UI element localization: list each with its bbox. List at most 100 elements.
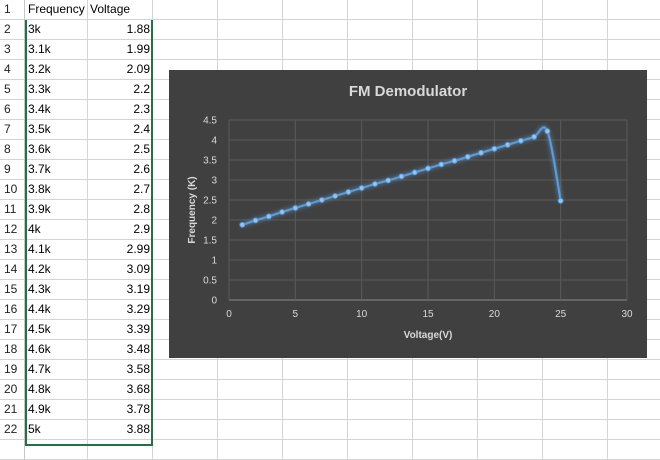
cell-voltage[interactable]: 2.4	[88, 120, 153, 140]
cell-frequency[interactable]: 4.1k	[25, 240, 88, 260]
row-header[interactable]: 3	[0, 40, 25, 60]
empty-cell[interactable]	[413, 380, 478, 400]
cell-frequency[interactable]: 4.9k	[25, 400, 88, 420]
empty-cell[interactable]	[153, 380, 218, 400]
cell-frequency[interactable]: 4.2k	[25, 260, 88, 280]
row-header[interactable]: 22	[0, 420, 25, 440]
cell-voltage[interactable]: 2.6	[88, 160, 153, 180]
cell-voltage[interactable]: 1.88	[88, 20, 153, 40]
cell-frequency[interactable]: 4.4k	[25, 300, 88, 320]
empty-cell[interactable]	[153, 40, 218, 60]
empty-cell[interactable]	[413, 440, 478, 460]
row-header[interactable]: 16	[0, 300, 25, 320]
empty-cell[interactable]	[283, 40, 348, 60]
empty-cell[interactable]	[153, 360, 218, 380]
empty-cell[interactable]	[413, 420, 478, 440]
empty-cell[interactable]	[218, 40, 283, 60]
empty-cell[interactable]	[608, 340, 660, 360]
empty-cell[interactable]	[218, 420, 283, 440]
cell-voltage[interactable]: 2.2	[88, 80, 153, 100]
cell-frequency[interactable]: 4.6k	[25, 340, 88, 360]
row-header[interactable]: 5	[0, 80, 25, 100]
empty-cell[interactable]	[543, 20, 608, 40]
row-header[interactable]: 11	[0, 200, 25, 220]
empty-cell[interactable]	[153, 400, 218, 420]
cell-frequency[interactable]: 4.3k	[25, 280, 88, 300]
row-header[interactable]: 15	[0, 280, 25, 300]
empty-cell[interactable]	[608, 360, 660, 380]
empty-cell[interactable]	[283, 360, 348, 380]
empty-cell[interactable]	[218, 360, 283, 380]
empty-cell[interactable]	[348, 440, 413, 460]
row-header[interactable]: 6	[0, 100, 25, 120]
row-header[interactable]: 8	[0, 140, 25, 160]
empty-cell[interactable]	[348, 400, 413, 420]
empty-cell[interactable]	[348, 420, 413, 440]
cell-voltage[interactable]: 2.09	[88, 60, 153, 80]
cell-voltage[interactable]: 3.39	[88, 320, 153, 340]
header-cell-voltage[interactable]: Voltage	[88, 0, 153, 20]
empty-cell[interactable]	[543, 420, 608, 440]
cell-voltage[interactable]: 3.78	[88, 400, 153, 420]
cell-frequency[interactable]: 3.7k	[25, 160, 88, 180]
row-header[interactable]: 7	[0, 120, 25, 140]
empty-cell[interactable]	[218, 20, 283, 40]
empty-cell[interactable]	[283, 420, 348, 440]
empty-cell[interactable]	[478, 0, 543, 20]
empty-cell[interactable]	[543, 400, 608, 420]
row-header[interactable]: 12	[0, 220, 25, 240]
empty-cell[interactable]	[348, 0, 413, 20]
empty-cell[interactable]	[218, 0, 283, 20]
cell-voltage[interactable]: 2.3	[88, 100, 153, 120]
empty-cell[interactable]	[413, 360, 478, 380]
row-header[interactable]: 21	[0, 400, 25, 420]
row-header[interactable]: 19	[0, 360, 25, 380]
cell-frequency[interactable]	[25, 440, 88, 460]
cell-voltage[interactable]: 1.99	[88, 40, 153, 60]
empty-cell[interactable]	[413, 20, 478, 40]
row-header[interactable]: 20	[0, 380, 25, 400]
empty-cell[interactable]	[348, 20, 413, 40]
empty-cell[interactable]	[543, 40, 608, 60]
empty-cell[interactable]	[478, 440, 543, 460]
empty-cell[interactable]	[348, 360, 413, 380]
row-header[interactable]: 17	[0, 320, 25, 340]
header-cell-frequency[interactable]: Frequency	[25, 0, 88, 20]
cell-frequency[interactable]: 3.2k	[25, 60, 88, 80]
row-header[interactable]: 13	[0, 240, 25, 260]
empty-cell[interactable]	[153, 20, 218, 40]
cell-voltage[interactable]: 3.19	[88, 280, 153, 300]
cell-frequency[interactable]: 4.8k	[25, 380, 88, 400]
empty-cell[interactable]	[153, 420, 218, 440]
cell-voltage[interactable]	[88, 440, 153, 460]
cell-voltage[interactable]: 3.29	[88, 300, 153, 320]
row-header[interactable]	[0, 440, 25, 460]
cell-frequency[interactable]: 3.8k	[25, 180, 88, 200]
empty-cell[interactable]	[543, 380, 608, 400]
cell-voltage[interactable]: 2.9	[88, 220, 153, 240]
empty-cell[interactable]	[283, 400, 348, 420]
cell-voltage[interactable]: 2.8	[88, 200, 153, 220]
empty-cell[interactable]	[608, 420, 660, 440]
row-header[interactable]: 10	[0, 180, 25, 200]
cell-voltage[interactable]: 3.09	[88, 260, 153, 280]
empty-cell[interactable]	[283, 380, 348, 400]
empty-cell[interactable]	[478, 400, 543, 420]
row-header[interactable]: 2	[0, 20, 25, 40]
cell-frequency[interactable]: 3.3k	[25, 80, 88, 100]
empty-cell[interactable]	[413, 40, 478, 60]
cell-voltage[interactable]: 3.88	[88, 420, 153, 440]
empty-cell[interactable]	[478, 380, 543, 400]
empty-cell[interactable]	[608, 20, 660, 40]
empty-cell[interactable]	[413, 400, 478, 420]
empty-cell[interactable]	[283, 440, 348, 460]
cell-voltage[interactable]: 2.99	[88, 240, 153, 260]
row-header[interactable]: 9	[0, 160, 25, 180]
row-header[interactable]: 18	[0, 340, 25, 360]
empty-cell[interactable]	[543, 360, 608, 380]
empty-cell[interactable]	[218, 400, 283, 420]
row-header[interactable]: 4	[0, 60, 25, 80]
empty-cell[interactable]	[153, 0, 218, 20]
cell-frequency[interactable]: 3.9k	[25, 200, 88, 220]
chart-area[interactable]: FM Demodulator 0 0.5 1 1.5 2 2.5 3 3.5 4 4.5 0 5 10 15…	[169, 70, 647, 358]
